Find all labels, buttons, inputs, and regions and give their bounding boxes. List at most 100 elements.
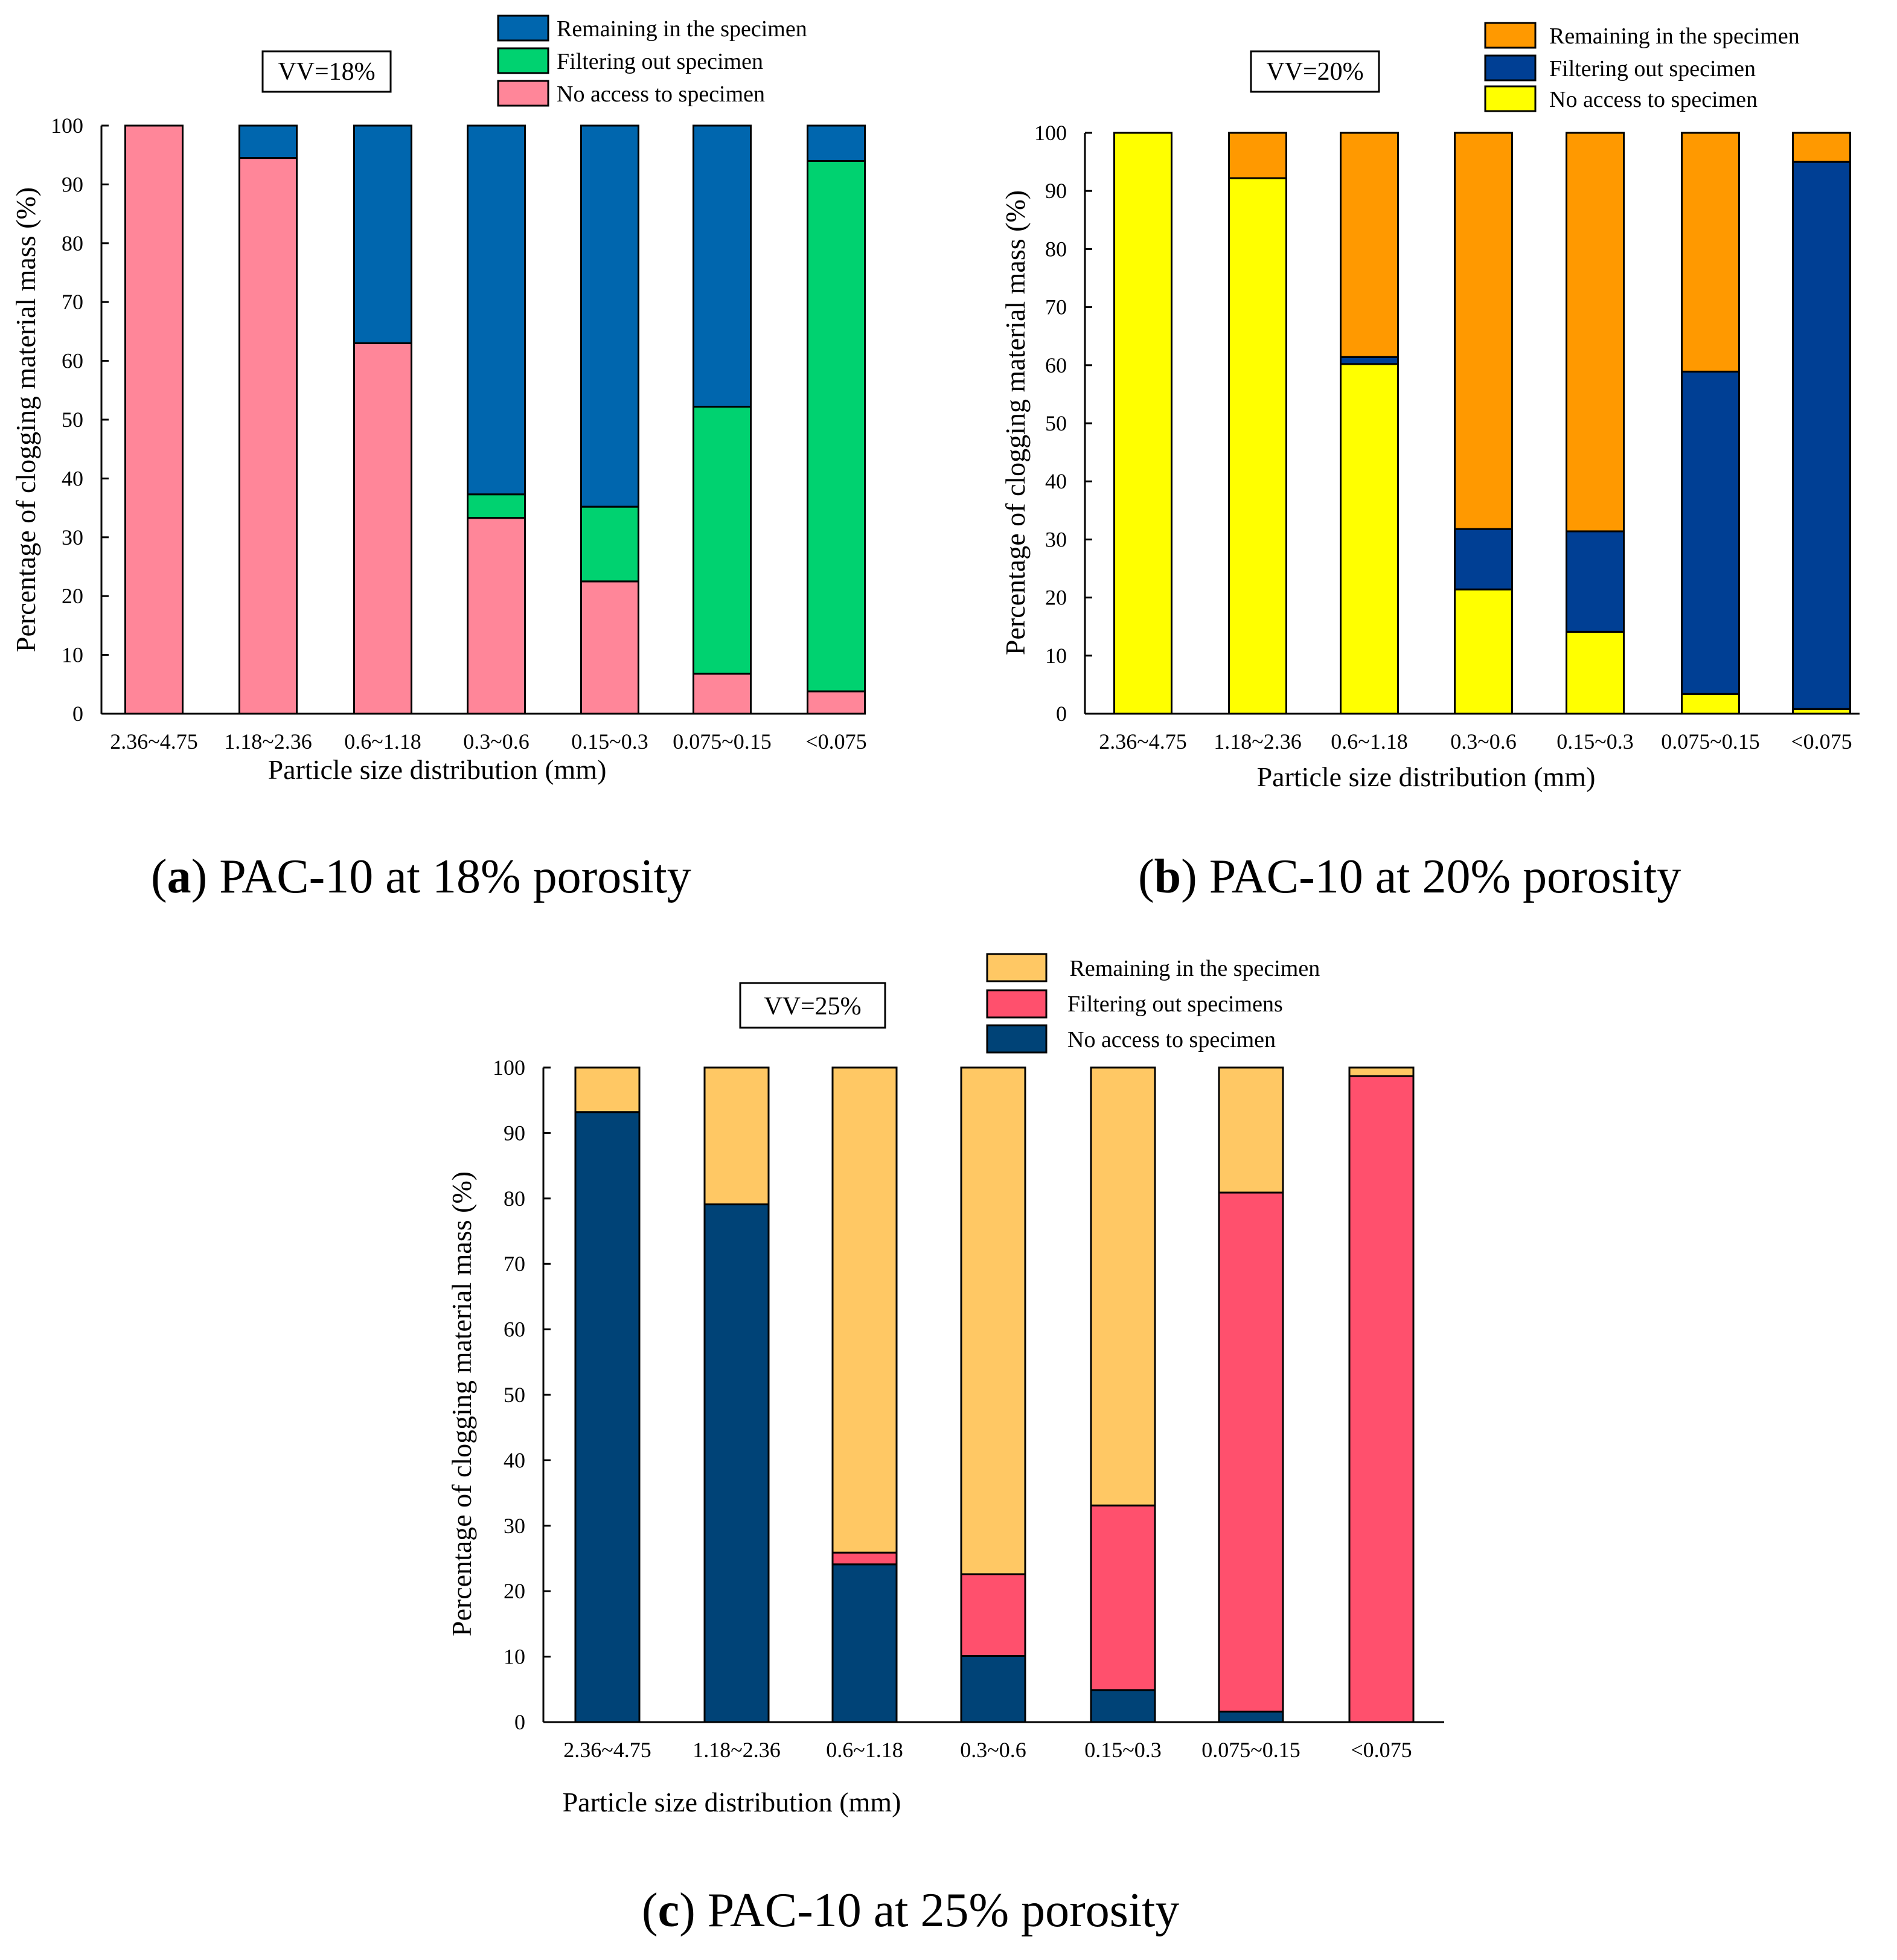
bar-c-4-series-0 bbox=[1090, 1689, 1156, 1723]
legend-swatch-a-noaccess bbox=[497, 80, 549, 107]
legend-label-b-filtering: Filtering out specimen bbox=[1549, 56, 1756, 82]
bar-b-3-series-1 bbox=[1454, 528, 1513, 591]
x-tick-label-c-2: 0.6~1.18 bbox=[826, 1738, 903, 1762]
panel-b: 2.36~4.75 1.18~2.36 0.6~1.18 0.3~0.6 0.15~0.… bbox=[1000, 22, 1860, 903]
bar-a-5-series-1 bbox=[693, 406, 752, 675]
y-tick-label-b-10: 100 bbox=[1034, 121, 1067, 145]
bar-b-5-series-0 bbox=[1681, 693, 1740, 715]
bar-c-4-series-1 bbox=[1090, 1504, 1156, 1691]
bar-b-2-series-1 bbox=[1340, 356, 1399, 365]
bar-c-3-series-2 bbox=[960, 1066, 1026, 1575]
x-tick-label-a-2: 0.6~1.18 bbox=[344, 729, 421, 754]
x-tick-label-c-4: 0.15~0.3 bbox=[1084, 1738, 1161, 1762]
y-tick-label-a-7: 70 bbox=[62, 290, 83, 314]
legend-label-a-filtering: Filtering out specimen bbox=[557, 49, 763, 74]
y-tick-label-c-5: 50 bbox=[504, 1383, 525, 1407]
legend-label-c-noaccess: No access to specimen bbox=[1067, 1027, 1276, 1052]
x-tick-label-a-5: 0.075~0.15 bbox=[673, 729, 771, 754]
bar-c-3-series-0 bbox=[960, 1655, 1026, 1723]
vv-box-a bbox=[261, 50, 392, 93]
bar-b-3-series-0 bbox=[1454, 588, 1513, 715]
bar-a-4-series-1 bbox=[580, 505, 639, 583]
y-tick-label-c-2: 20 bbox=[504, 1579, 525, 1603]
x-tick-label-c-3: 0.3~0.6 bbox=[960, 1738, 1026, 1762]
x-tick-label-b-6: <0.075 bbox=[1791, 729, 1852, 754]
y-tick-label-b-8: 80 bbox=[1045, 237, 1067, 261]
bar-b-5-series-1 bbox=[1681, 370, 1740, 695]
y-tick-label-b-2: 20 bbox=[1045, 586, 1067, 610]
bar-c-2-series-0 bbox=[831, 1563, 898, 1723]
y-tick-label-b-6: 60 bbox=[1045, 353, 1067, 377]
x-tick-label-a-0: 2.36~4.75 bbox=[110, 729, 197, 754]
legend-label-b-noaccess: No access to specimen bbox=[1549, 87, 1758, 112]
legend-a: Remaining in the specimen Filtering out … bbox=[497, 14, 807, 107]
legend-swatch-b-noaccess bbox=[1484, 85, 1537, 112]
bar-b-4-series-1 bbox=[1566, 530, 1625, 633]
bar-c-6-series-1 bbox=[1348, 1075, 1415, 1723]
y-tick-label-b-5: 50 bbox=[1045, 411, 1067, 435]
bar-c-6-series-2 bbox=[1348, 1066, 1415, 1077]
bar-a-1-series-0 bbox=[238, 157, 298, 715]
bar-b-6-series-2 bbox=[1792, 132, 1851, 163]
y-tick-label-a-0: 0 bbox=[72, 702, 83, 726]
bar-a-5-series-2 bbox=[693, 124, 752, 408]
bar-a-6-series-0 bbox=[807, 690, 866, 715]
y-tick-label-a-10: 100 bbox=[51, 114, 83, 138]
bars-c bbox=[574, 1066, 1415, 1723]
y-tick-label-a-3: 30 bbox=[62, 525, 83, 549]
x-tick-label-c-1: 1.18~2.36 bbox=[693, 1738, 780, 1762]
bar-c-5-series-0 bbox=[1218, 1711, 1284, 1723]
legend-swatch-c-filtering bbox=[986, 989, 1048, 1019]
vv-label-c: VV=25% bbox=[764, 993, 861, 1020]
bar-a-4-series-0 bbox=[580, 580, 639, 715]
caption-b: (b) PAC-10 at 20% porosity bbox=[1138, 850, 1681, 903]
bar-c-0-series-2 bbox=[574, 1066, 641, 1113]
bar-c-5-series-1 bbox=[1218, 1191, 1284, 1713]
x-tick-label-a-4: 0.15~0.3 bbox=[571, 729, 648, 754]
bar-c-1-series-2 bbox=[703, 1066, 770, 1206]
legend-b: Remaining in the specimen Filtering out … bbox=[1484, 22, 1800, 112]
legend-swatch-c-noaccess bbox=[986, 1024, 1048, 1054]
bar-c-4-series-2 bbox=[1090, 1066, 1156, 1507]
y-tick-label-c-0: 0 bbox=[514, 1710, 525, 1734]
y-tick-label-a-4: 40 bbox=[62, 466, 83, 490]
legend-swatch-b-filtering bbox=[1484, 54, 1537, 82]
bar-a-3-series-1 bbox=[467, 493, 526, 519]
vv-box-b bbox=[1250, 50, 1380, 93]
vv-box-c bbox=[739, 982, 886, 1029]
bar-b-4-series-0 bbox=[1566, 630, 1625, 715]
x-tick-label-c-0: 2.36~4.75 bbox=[563, 1738, 651, 1762]
y-tick-label-c-7: 70 bbox=[504, 1252, 525, 1276]
x-tick-label-c-6: <0.075 bbox=[1351, 1738, 1412, 1762]
x-tick-label-b-1: 1.18~2.36 bbox=[1214, 729, 1301, 754]
legend-swatch-a-remaining bbox=[497, 14, 549, 42]
axes-a: 2.36~4.75 1.18~2.36 0.6~1.18 0.3~0.6 0.15~0.… bbox=[51, 114, 867, 754]
y-tick-label-c-8: 80 bbox=[504, 1187, 525, 1211]
vv-label-b: VV=20% bbox=[1266, 58, 1363, 86]
bar-c-5-series-2 bbox=[1218, 1066, 1284, 1194]
x-tick-label-b-5: 0.075~0.15 bbox=[1661, 729, 1759, 754]
x-tick-label-b-3: 0.3~0.6 bbox=[1450, 729, 1516, 754]
bar-b-6-series-1 bbox=[1792, 161, 1851, 710]
bar-b-0-series-0 bbox=[1113, 132, 1172, 715]
bar-c-1-series-0 bbox=[703, 1203, 770, 1723]
bar-c-2-series-2 bbox=[831, 1066, 898, 1554]
y-tick-label-b-3: 30 bbox=[1045, 527, 1067, 551]
y-tick-label-b-1: 10 bbox=[1045, 644, 1067, 668]
y-tick-label-a-8: 80 bbox=[62, 231, 83, 255]
y-tick-label-b-9: 90 bbox=[1045, 179, 1067, 203]
bar-a-0-series-0 bbox=[124, 124, 184, 715]
y-tick-label-b-4: 40 bbox=[1045, 469, 1067, 493]
y-tick-label-c-10: 100 bbox=[493, 1055, 525, 1080]
y-axis-title-c: Percentage of clogging material mass (%) bbox=[446, 1171, 477, 1636]
y-tick-label-a-2: 20 bbox=[62, 584, 83, 608]
legend-label-b-remaining: Remaining in the specimen bbox=[1549, 24, 1800, 49]
y-tick-label-c-6: 60 bbox=[504, 1318, 525, 1342]
y-tick-label-a-6: 60 bbox=[62, 349, 83, 373]
bar-b-2-series-0 bbox=[1340, 363, 1399, 715]
x-axis-title-c: Particle size distribution (mm) bbox=[563, 1787, 901, 1817]
y-tick-label-c-9: 90 bbox=[504, 1121, 525, 1145]
x-axis-title-b: Particle size distribution (mm) bbox=[1257, 761, 1596, 792]
bar-b-1-series-0 bbox=[1228, 177, 1287, 715]
bar-a-5-series-0 bbox=[693, 673, 752, 715]
